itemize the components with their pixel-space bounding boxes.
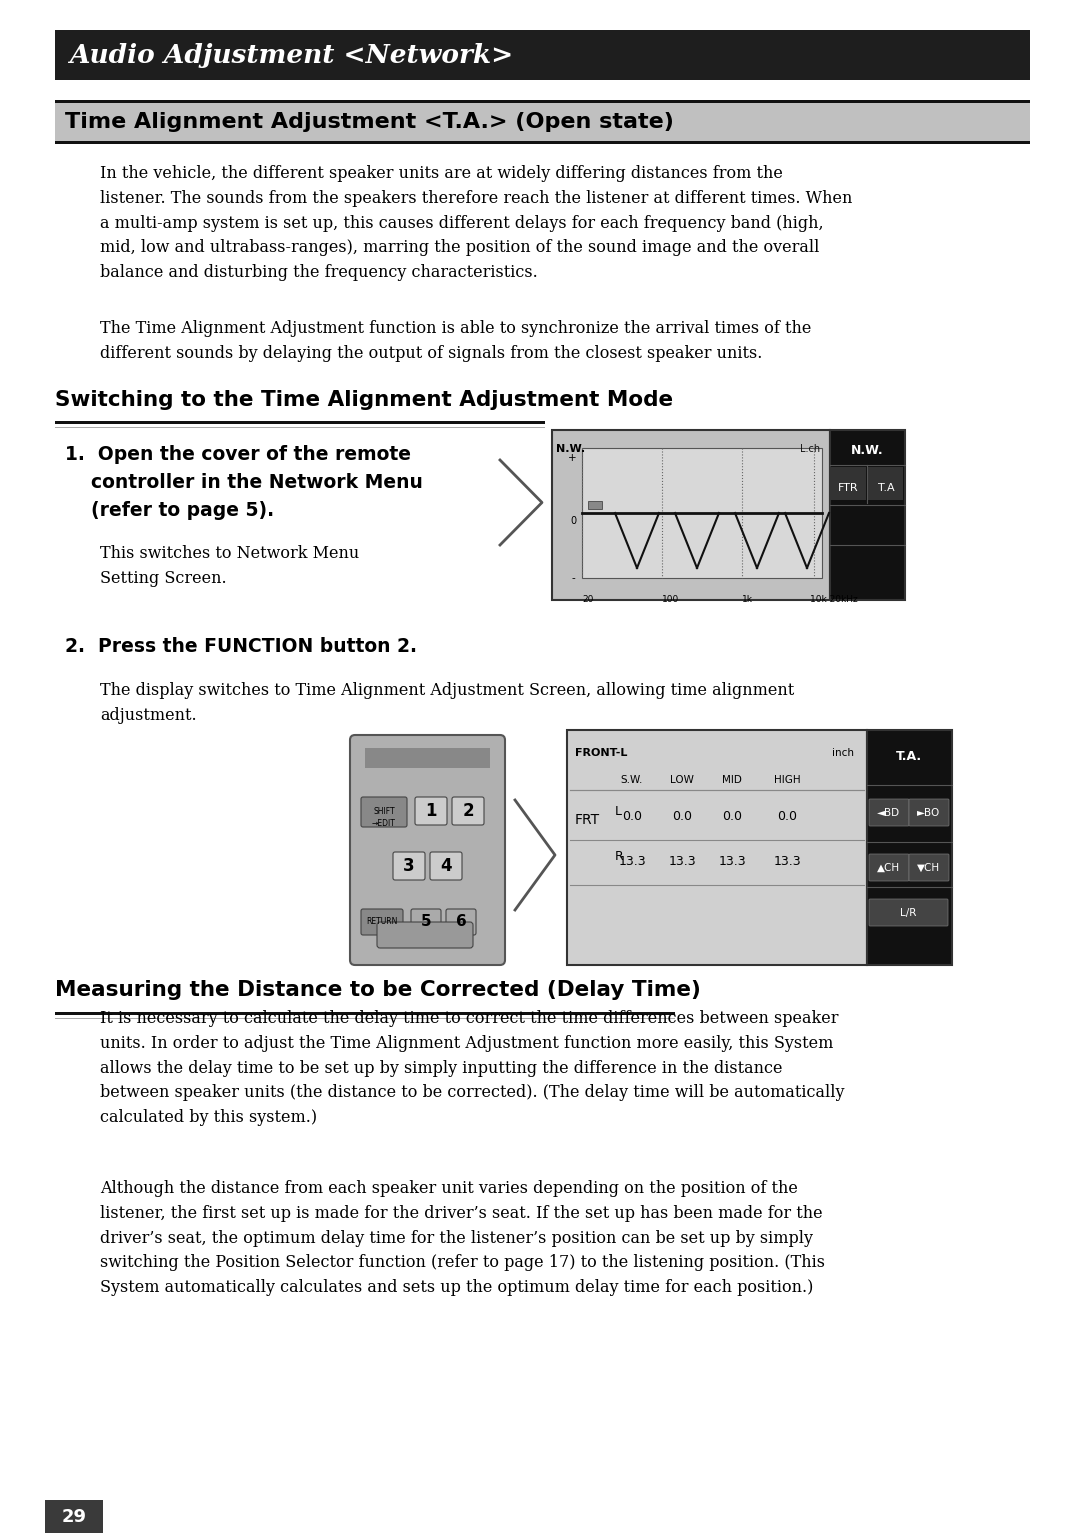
Bar — [55, 31, 1030, 80]
Bar — [552, 429, 831, 599]
Text: →EDIT: →EDIT — [373, 819, 396, 828]
Text: It is necessary to calculate the delay time to correct the time differences betw: It is necessary to calculate the delay t… — [100, 1010, 845, 1127]
FancyBboxPatch shape — [415, 797, 447, 825]
FancyBboxPatch shape — [909, 799, 949, 826]
Text: 2.  Press the FUNCTION button 2.: 2. Press the FUNCTION button 2. — [65, 638, 417, 656]
Text: Although the distance from each speaker unit varies depending on the position of: Although the distance from each speaker … — [100, 1180, 825, 1297]
Text: controller in the Network Menu: controller in the Network Menu — [65, 474, 423, 492]
Text: T.A.: T.A. — [896, 750, 922, 763]
Text: -: - — [572, 573, 576, 583]
FancyBboxPatch shape — [446, 909, 476, 935]
Bar — [567, 730, 867, 964]
Text: Switching to the Time Alignment Adjustment Mode: Switching to the Time Alignment Adjustme… — [55, 389, 673, 409]
FancyBboxPatch shape — [377, 921, 473, 947]
Bar — [868, 468, 903, 500]
Text: 4: 4 — [441, 857, 451, 875]
Text: FRONT-L: FRONT-L — [575, 748, 627, 757]
Text: L: L — [615, 805, 622, 819]
FancyBboxPatch shape — [361, 797, 407, 826]
Text: 3: 3 — [403, 857, 415, 875]
Text: 100: 100 — [662, 595, 679, 604]
Text: 29: 29 — [62, 1508, 86, 1525]
Bar — [867, 730, 951, 964]
Bar — [582, 448, 822, 578]
Text: This switches to Network Menu
Setting Screen.: This switches to Network Menu Setting Sc… — [100, 546, 360, 587]
Text: N.W.: N.W. — [556, 445, 585, 454]
Text: Audio Adjustment <Network>: Audio Adjustment <Network> — [69, 43, 513, 67]
Text: 13.3: 13.3 — [669, 855, 696, 868]
Bar — [55, 141, 1030, 144]
Text: (refer to page 5).: (refer to page 5). — [65, 501, 274, 520]
Bar — [55, 100, 1030, 143]
Text: FRT: FRT — [575, 812, 600, 826]
Text: 10k 20kHz: 10k 20kHz — [810, 595, 858, 604]
Text: R: R — [615, 849, 624, 863]
FancyBboxPatch shape — [869, 854, 909, 881]
Text: 2: 2 — [462, 802, 474, 820]
Text: In the vehicle, the different speaker units are at widely differing distances fr: In the vehicle, the different speaker un… — [100, 166, 852, 281]
Text: L/R: L/R — [900, 908, 916, 918]
Text: 5: 5 — [421, 915, 431, 929]
FancyBboxPatch shape — [430, 852, 462, 880]
Text: The Time Alignment Adjustment function is able to synchronize the arrival times : The Time Alignment Adjustment function i… — [100, 320, 811, 362]
Text: +: + — [568, 452, 577, 463]
Text: 0.0: 0.0 — [723, 809, 742, 823]
Text: SHIFT: SHIFT — [374, 808, 395, 817]
FancyBboxPatch shape — [350, 734, 505, 964]
Text: 1: 1 — [426, 802, 436, 820]
Text: Time Alignment Adjustment <T.A.> (Open state): Time Alignment Adjustment <T.A.> (Open s… — [65, 112, 674, 132]
Text: MID: MID — [723, 776, 742, 785]
Text: LOW: LOW — [670, 776, 694, 785]
FancyBboxPatch shape — [393, 852, 426, 880]
Text: 0.0: 0.0 — [672, 809, 692, 823]
Text: 13.3: 13.3 — [718, 855, 746, 868]
Bar — [55, 100, 1030, 103]
Text: Measuring the Distance to be Corrected (Delay Time): Measuring the Distance to be Corrected (… — [55, 980, 701, 1000]
Text: 13.3: 13.3 — [773, 855, 800, 868]
Text: ▲CH: ▲CH — [877, 863, 901, 872]
Bar — [831, 547, 904, 583]
Text: FTR: FTR — [838, 483, 859, 494]
Text: 1k: 1k — [742, 595, 753, 604]
FancyBboxPatch shape — [869, 898, 948, 926]
Text: 0.0: 0.0 — [777, 809, 797, 823]
Bar — [831, 429, 905, 599]
Text: 0: 0 — [570, 517, 576, 526]
Bar — [588, 501, 602, 509]
FancyBboxPatch shape — [411, 909, 441, 935]
Text: 1.  Open the cover of the remote: 1. Open the cover of the remote — [65, 445, 411, 464]
Text: inch: inch — [832, 748, 854, 757]
Bar — [55, 422, 545, 425]
Bar — [365, 748, 490, 768]
Text: ▼CH: ▼CH — [917, 863, 941, 872]
Bar — [831, 468, 866, 500]
Bar — [45, 1499, 103, 1533]
FancyBboxPatch shape — [361, 909, 403, 935]
Text: RETURN: RETURN — [366, 917, 397, 926]
Text: 20: 20 — [582, 595, 593, 604]
Text: 0.0: 0.0 — [622, 809, 642, 823]
Text: T.A: T.A — [878, 483, 894, 494]
FancyBboxPatch shape — [869, 799, 909, 826]
Text: S.W.: S.W. — [621, 776, 644, 785]
Bar — [55, 1012, 675, 1015]
Bar — [831, 507, 904, 543]
Text: ◄BD: ◄BD — [877, 808, 901, 819]
Text: N.W.: N.W. — [851, 445, 883, 457]
Text: 6: 6 — [456, 915, 467, 929]
Text: The display switches to Time Alignment Adjustment Screen, allowing time alignmen: The display switches to Time Alignment A… — [100, 682, 794, 724]
FancyBboxPatch shape — [453, 797, 484, 825]
Text: ►BO: ►BO — [917, 808, 941, 819]
Text: HIGH: HIGH — [773, 776, 800, 785]
Text: 13.3: 13.3 — [618, 855, 646, 868]
FancyBboxPatch shape — [909, 854, 949, 881]
Text: L.ch: L.ch — [800, 445, 820, 454]
